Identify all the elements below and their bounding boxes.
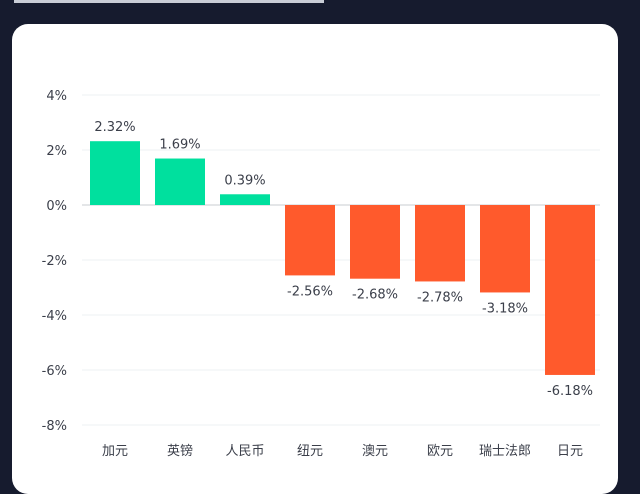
bar <box>350 205 400 279</box>
bar <box>285 205 335 276</box>
bar <box>545 205 595 375</box>
bar <box>415 205 465 282</box>
banner-text-remnant <box>14 0 324 3</box>
y-tick-label: 2% <box>46 144 67 159</box>
bar <box>480 205 530 293</box>
y-tick-label: 4% <box>46 89 67 104</box>
y-tick-label: -2% <box>42 254 67 269</box>
y-tick-label: 0% <box>46 199 67 214</box>
data-label: -2.56% <box>287 284 333 299</box>
x-tick-label: 英镑 <box>167 443 193 459</box>
top-banner-strip <box>0 0 640 6</box>
bar <box>155 158 205 205</box>
x-tick-label: 瑞士法郎 <box>479 444 531 459</box>
data-label: -6.18% <box>547 384 593 399</box>
data-label: 0.39% <box>224 173 265 188</box>
x-tick-label: 人民币 <box>225 444 264 459</box>
y-tick-label: -4% <box>42 309 67 324</box>
x-tick-label: 欧元 <box>427 444 453 459</box>
x-tick-label: 澳元 <box>362 443 388 459</box>
bar <box>220 194 270 205</box>
x-tick-label: 纽元 <box>297 444 323 459</box>
data-label: 1.69% <box>159 138 200 153</box>
bar-chart: 4% 2% 0% -2% -4% -6% -8% 2.32% 加元 1.69% 英镑 0.39% 人民币… <box>42 89 600 459</box>
data-label: -2.68% <box>352 288 398 303</box>
x-tick-label: 日元 <box>557 444 583 459</box>
bar <box>90 141 140 205</box>
data-label: -3.18% <box>482 301 528 316</box>
data-label: -2.78% <box>417 290 463 305</box>
y-tick-label: -8% <box>42 419 67 434</box>
y-tick-label: -6% <box>42 364 67 379</box>
x-tick-label: 加元 <box>102 444 128 459</box>
data-label: 2.32% <box>94 120 135 135</box>
